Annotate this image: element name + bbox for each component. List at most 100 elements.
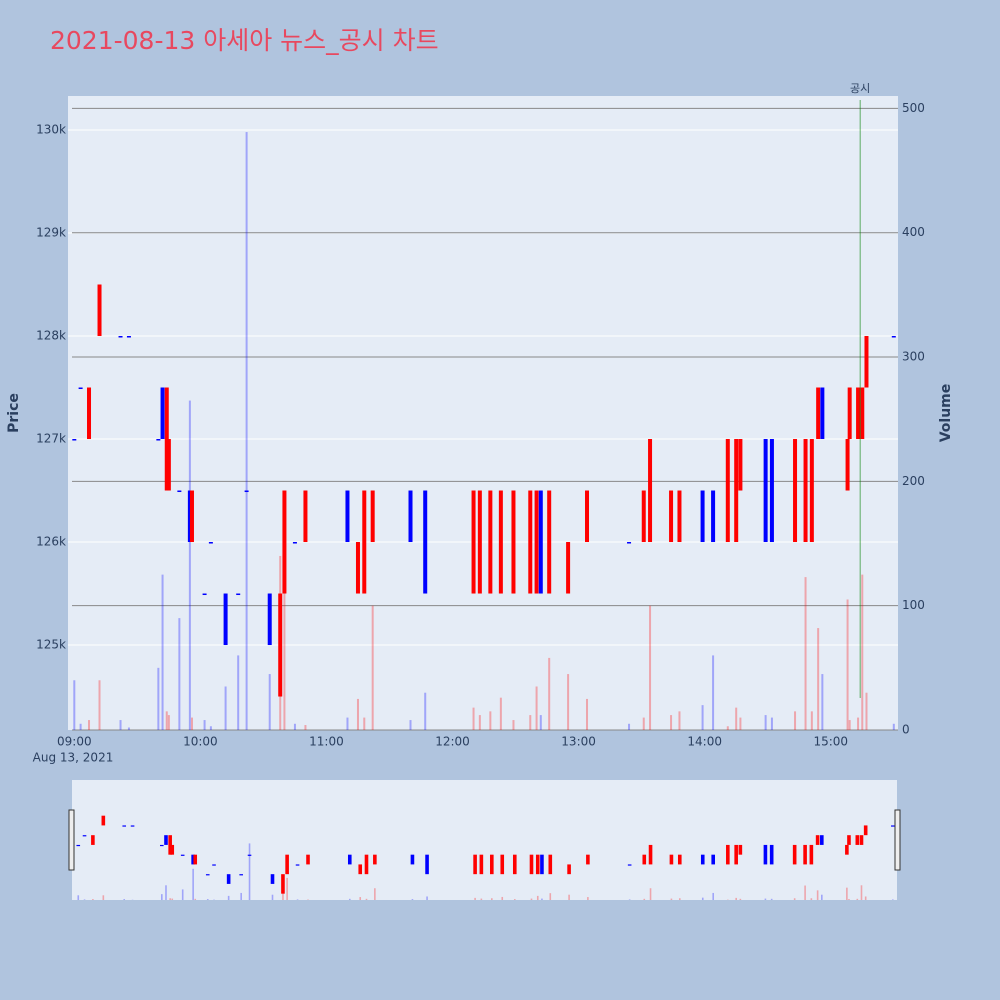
volume-bar-mini xyxy=(739,898,742,900)
candle-body-mini xyxy=(734,844,738,865)
volume-bar xyxy=(848,720,851,730)
x-tick-label: 15:00 xyxy=(813,735,848,749)
candle-body xyxy=(845,439,850,491)
candle-body xyxy=(648,439,653,543)
candle-body xyxy=(891,336,896,338)
volume-bar xyxy=(539,715,542,730)
candle-body xyxy=(700,490,705,543)
volume-bar xyxy=(224,686,227,730)
volume-bar xyxy=(293,723,296,730)
candle-body xyxy=(477,490,482,594)
candle-body xyxy=(538,490,543,594)
volume-bar-mini xyxy=(474,897,476,900)
volume-bar-mini xyxy=(348,898,351,900)
candle-body-mini xyxy=(91,835,95,845)
volume-bar xyxy=(861,574,864,730)
volume-bar-mini xyxy=(712,892,715,900)
volume-bar-mini xyxy=(856,898,859,900)
volume-bar-mini xyxy=(643,898,646,900)
candle-body xyxy=(223,593,228,646)
candle-body-mini xyxy=(247,854,252,856)
volume-bar-mini xyxy=(227,895,230,900)
volume-bar-mini xyxy=(810,898,813,900)
candle-body xyxy=(793,439,798,543)
volume-bar xyxy=(472,707,475,730)
volume-bar xyxy=(735,707,738,730)
candle-body-mini xyxy=(479,854,484,875)
candle-body xyxy=(177,490,182,493)
candle-body-mini xyxy=(425,854,429,875)
slider-handle[interactable] xyxy=(68,809,75,871)
candle-body-mini xyxy=(270,874,275,884)
volume-bar xyxy=(892,723,895,730)
volume-bar xyxy=(167,715,170,730)
candle-body xyxy=(189,490,194,543)
candle-body-mini xyxy=(130,825,135,827)
volume-bar xyxy=(268,674,271,730)
candle-body xyxy=(87,387,92,440)
candle-body-mini xyxy=(642,854,647,865)
volume-bar-mini xyxy=(165,885,167,900)
range-slider[interactable] xyxy=(72,780,897,900)
candle-body xyxy=(355,542,360,594)
volume-bar xyxy=(356,698,359,730)
slider-handle[interactable] xyxy=(894,809,901,871)
candle-body-mini xyxy=(82,835,87,837)
volume-bar-mini xyxy=(411,899,414,900)
volume-bar xyxy=(203,720,206,730)
volume-bar-mini xyxy=(649,888,652,900)
volume-bar xyxy=(794,711,797,730)
candle-body xyxy=(641,490,646,543)
volume-bar-mini xyxy=(793,898,796,900)
volume-bar xyxy=(649,605,652,730)
volume-bar-mini xyxy=(286,877,288,900)
volume-bar xyxy=(346,717,349,730)
volume-bar-mini xyxy=(735,897,737,900)
volume-bar-mini xyxy=(248,843,251,900)
candle-body-mini xyxy=(847,835,851,845)
volume-bar-mini xyxy=(77,895,80,900)
volume-bar xyxy=(157,667,160,730)
y-axis-title: Price xyxy=(6,393,22,433)
candle-body xyxy=(160,387,165,440)
candle-body-mini xyxy=(820,835,824,845)
candle-body xyxy=(498,490,503,594)
y-tick-label: 130k xyxy=(36,122,66,136)
candle-body xyxy=(488,490,493,594)
volume-bar-mini xyxy=(426,896,428,900)
volume-bar xyxy=(846,599,849,730)
candle-body xyxy=(566,542,571,594)
volume-bar xyxy=(98,680,101,730)
candle-body xyxy=(471,490,476,594)
volume-bar xyxy=(209,726,212,730)
candle-body xyxy=(820,387,825,440)
candle-body-mini xyxy=(101,815,106,826)
candle-body xyxy=(534,490,539,594)
y2-tick-label: 500 xyxy=(902,101,925,115)
candle-body xyxy=(208,542,213,544)
volume-bar xyxy=(821,674,824,730)
volume-bar xyxy=(165,711,168,730)
volume-bar-mini xyxy=(568,894,570,900)
candle-body xyxy=(164,387,169,491)
candle-body xyxy=(370,490,375,543)
y-tick-label: 128k xyxy=(36,329,66,343)
candle-body xyxy=(72,439,77,441)
candle-body-mini xyxy=(306,854,310,865)
volume-bar xyxy=(478,715,481,730)
candle-body-mini xyxy=(212,864,216,866)
volume-bar xyxy=(701,705,704,730)
volume-bar-mini xyxy=(374,888,376,900)
candle-body xyxy=(511,490,516,594)
candle-body-mini xyxy=(239,874,243,876)
volume-bar xyxy=(489,711,492,730)
candle-body xyxy=(669,490,674,543)
volume-bar xyxy=(642,717,645,730)
volume-bar xyxy=(79,723,82,730)
volume-bar-mini xyxy=(480,898,483,900)
y2-tick-label: 300 xyxy=(902,350,925,364)
candle-body xyxy=(847,387,852,440)
y2-axis-title: Volume xyxy=(938,384,954,443)
volume-bar-mini xyxy=(271,894,274,900)
volume-bar-mini xyxy=(161,894,163,900)
